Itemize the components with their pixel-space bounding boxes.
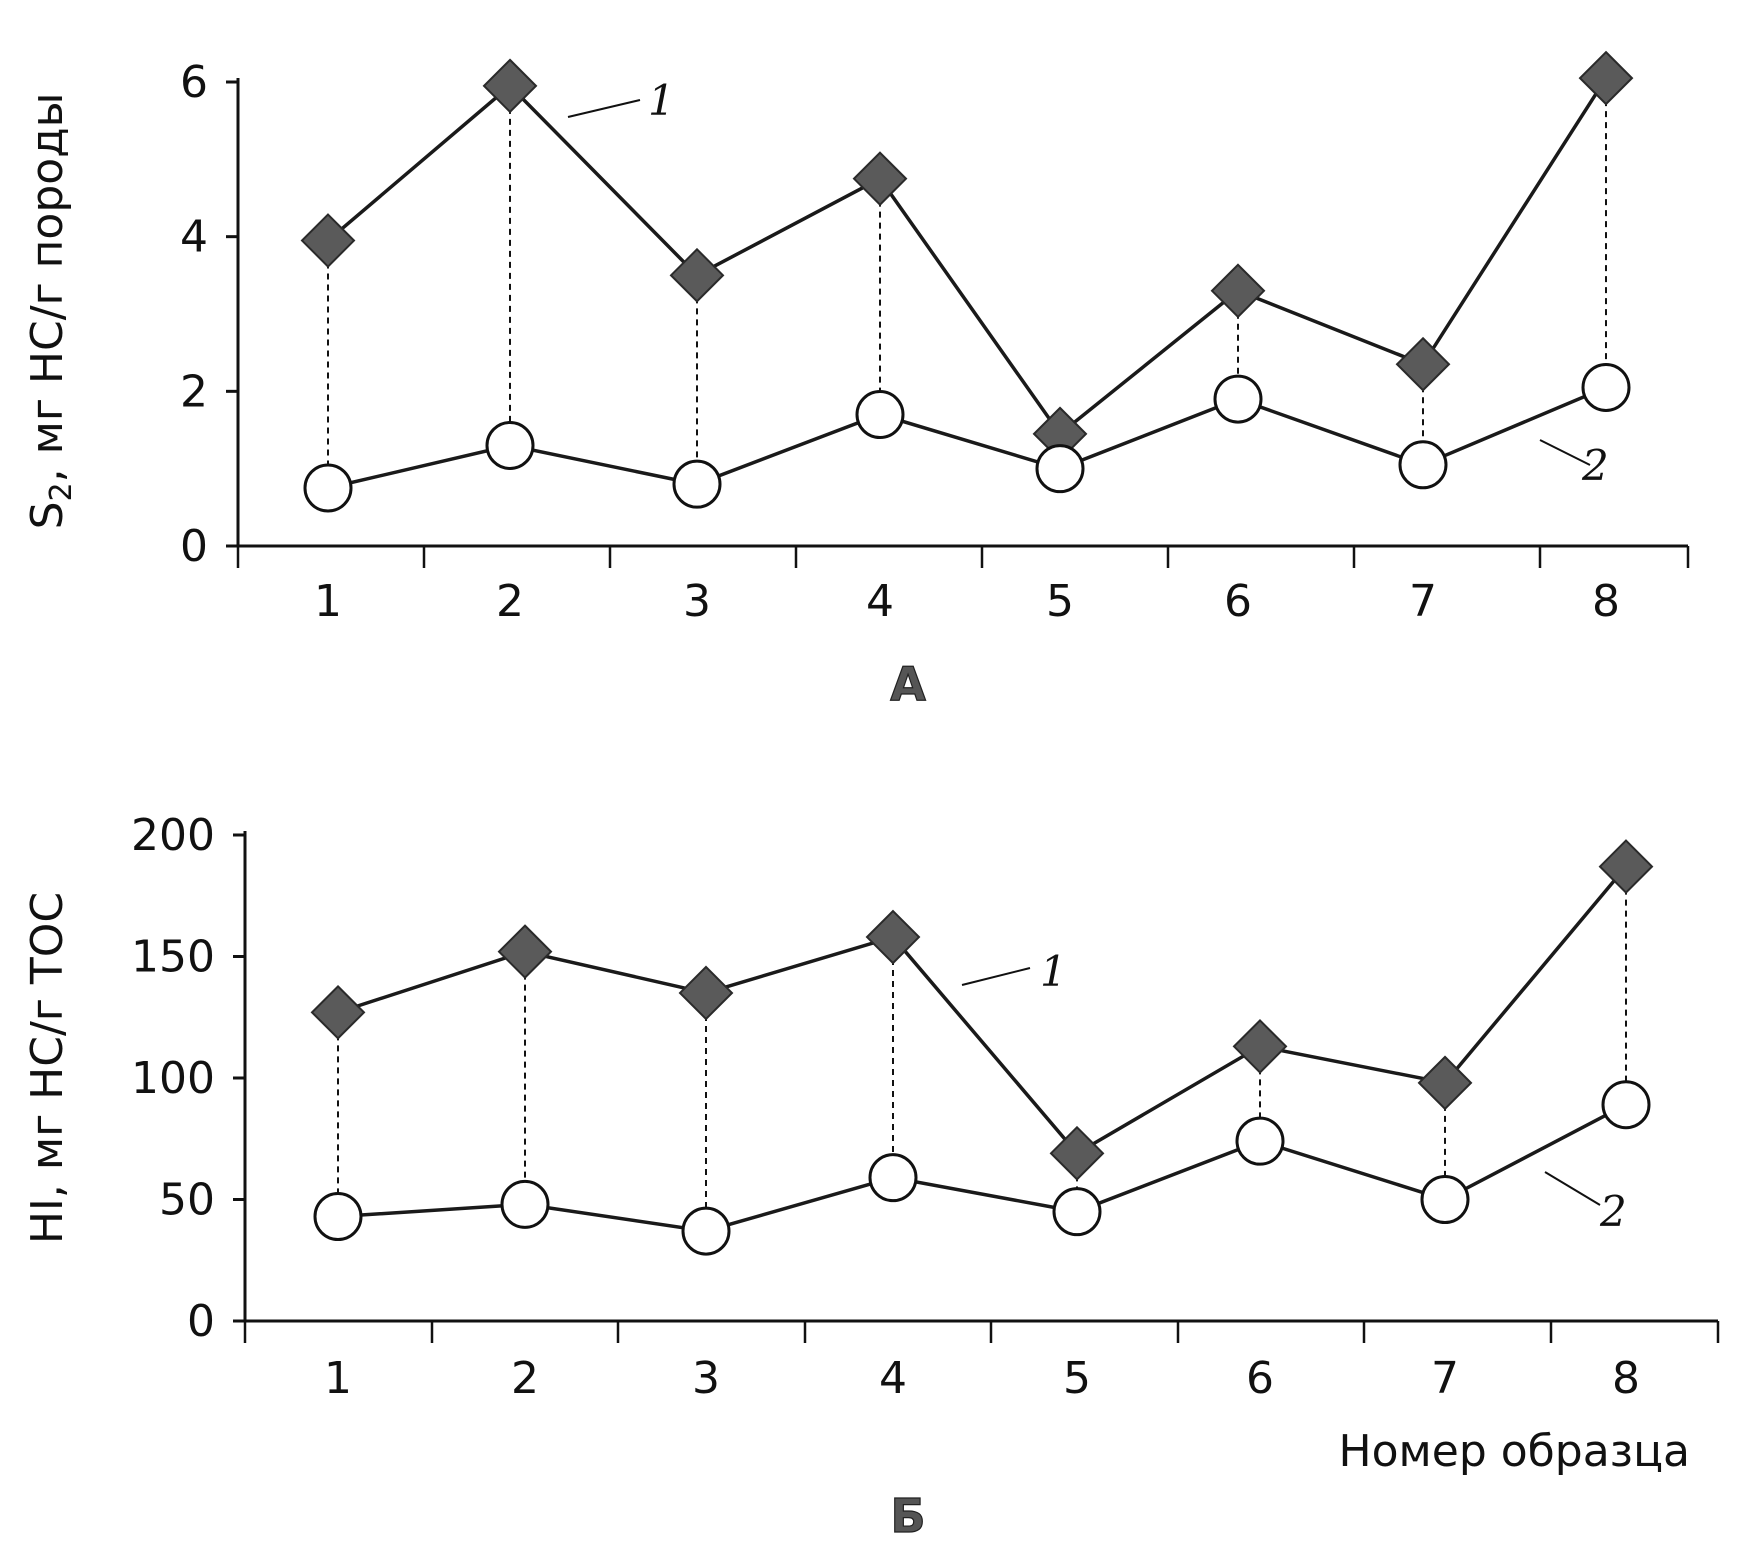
series-2-point: [1213, 374, 1263, 424]
y-tick-label: 0: [187, 1296, 215, 1347]
series-2-tag: 2: [1599, 1187, 1627, 1236]
series-2-leader: [1539, 439, 1591, 466]
series-1-point: [300, 213, 356, 268]
series-2-point: [1420, 1175, 1470, 1224]
x-tick-label: 1: [314, 576, 342, 627]
series-2-leader: [1544, 1171, 1601, 1206]
x-tick-label: 2: [511, 1353, 539, 1404]
series-2-point: [1052, 1187, 1102, 1237]
series-2-point: [303, 463, 353, 513]
series-1-point: [1049, 1125, 1105, 1181]
series-1-point: [1578, 50, 1634, 106]
series-1-point: [678, 965, 734, 1021]
x-tick-label: 8: [1612, 1353, 1640, 1404]
series-1-leader: [961, 967, 1031, 986]
series-2-point: [313, 1192, 363, 1242]
panel-label-a: А: [890, 657, 926, 711]
series-1-point: [497, 924, 553, 980]
chart-panel-a: 0 2 4 6 1 2 3 4 5 6 7 8 1 2 S2, мг HC/г породы А: [22, 50, 1690, 712]
series-1-line: [337, 865, 1628, 1156]
series-1-point: [1210, 263, 1266, 319]
series-1-point: [1598, 839, 1654, 895]
x-tick-label: 4: [866, 576, 894, 627]
series-2-point: [855, 390, 905, 440]
series-1-point: [1232, 1018, 1288, 1074]
panel-label-b: Б: [890, 1489, 925, 1543]
x-tick-label: 2: [496, 576, 524, 627]
y-tick-label: 2: [180, 366, 208, 417]
chart-panel-b: 0 50 100 150 200 1 2 3 4 5 6 7 8 1 2 HI, мг HC/г TOC Н…: [22, 810, 1720, 1544]
series-2-line: [327, 385, 1607, 490]
x-tick-label: 3: [683, 576, 711, 627]
y-tick-label: 100: [131, 1053, 215, 1104]
series-1-leader: [567, 99, 641, 118]
series-1-point: [310, 984, 366, 1040]
series-2-tag: 2: [1581, 441, 1609, 490]
series-2-point: [1581, 362, 1631, 412]
series-2-point: [681, 1206, 731, 1256]
y-tick-label: 50: [159, 1175, 215, 1226]
series-1-point: [482, 58, 538, 114]
y-axis-label-a: S2, мг HC/г породы: [22, 93, 79, 530]
y-axis-label-b: HI, мг HC/г TOC: [22, 892, 73, 1244]
series-1-point: [1417, 1055, 1473, 1111]
x-axis-label-b: Номер образца: [1339, 1426, 1690, 1477]
y-tick-label: 6: [180, 57, 208, 108]
series-1-point: [669, 247, 725, 303]
series-1-tag: 1: [648, 76, 675, 125]
series-2-point: [868, 1153, 918, 1203]
axes-group: 0 2 4 6 1 2 3 4 5 6 7 8 1 2: [180, 50, 1690, 627]
series-2-point: [485, 420, 535, 470]
series-1-point: [865, 909, 921, 965]
y-tick-label: 150: [131, 932, 215, 983]
x-tick-label: 5: [1046, 576, 1074, 627]
series-1-line: [326, 77, 1608, 437]
series-2-line: [337, 1103, 1627, 1233]
y-tick-label: 4: [180, 212, 208, 263]
x-tick-label: 6: [1246, 1353, 1274, 1404]
x-tick-label: 6: [1224, 576, 1252, 627]
x-tick-label: 5: [1063, 1353, 1091, 1404]
x-tick-label: 8: [1592, 576, 1620, 627]
y-tick-label: 0: [180, 521, 208, 572]
x-tick-label: 7: [1409, 576, 1437, 627]
series-1-point: [852, 151, 908, 207]
series-2-point: [1398, 440, 1448, 490]
series-2-point: [672, 459, 722, 509]
x-tick-label: 7: [1431, 1353, 1459, 1404]
series-1-point: [1395, 336, 1451, 392]
x-tick-label: 4: [879, 1353, 907, 1404]
y-tick-label: 200: [131, 810, 215, 861]
x-tick-label: 3: [692, 1353, 720, 1404]
series-2-point: [1235, 1116, 1285, 1166]
series-2-point: [500, 1179, 550, 1229]
series-2-point: [1035, 444, 1085, 494]
series-1-tag: 1: [1040, 947, 1067, 996]
x-tick-label: 1: [324, 1353, 352, 1404]
axes-group: 0 50 100 150 200 1 2 3 4 5 6 7 8 1 2: [131, 810, 1720, 1404]
series-2-point: [1601, 1080, 1651, 1130]
